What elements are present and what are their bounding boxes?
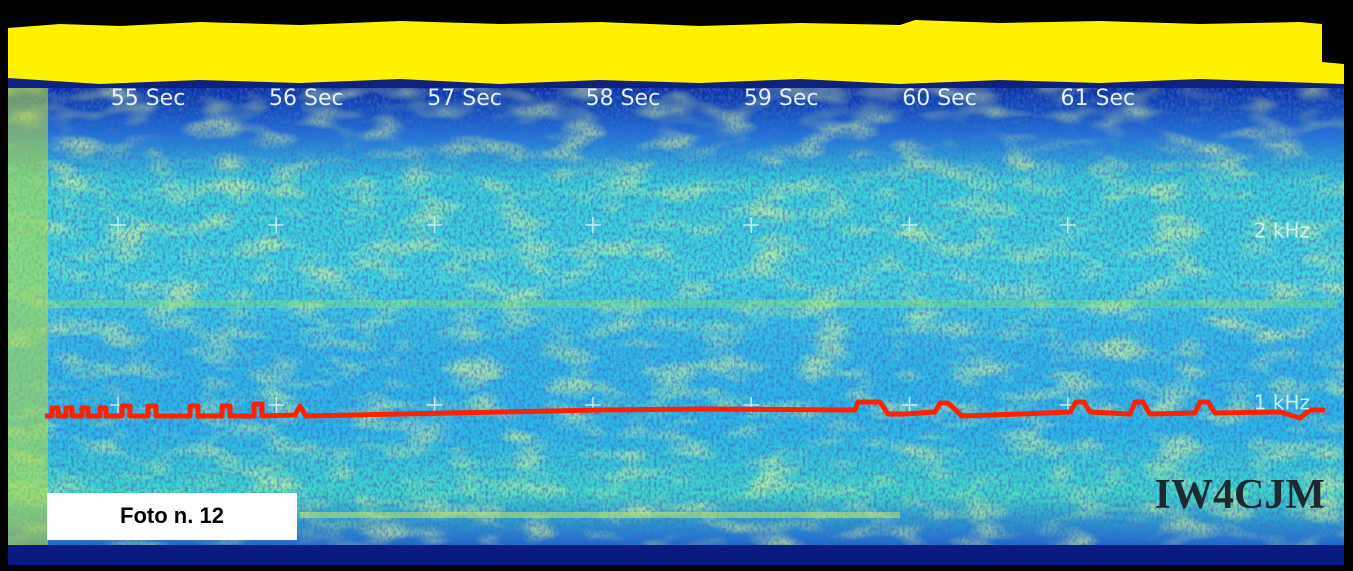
time-label: 57 Sec (427, 86, 502, 111)
frequency-label: 1 kHz (1254, 391, 1310, 415)
hum-line (300, 512, 900, 518)
spectrogram-screenshot: 55 Sec 56 Sec 57 Sec 58 Sec 59 Sec 60 Sec 61 S… (0, 0, 1353, 571)
left-strip (8, 85, 48, 565)
time-label: 61 Sec (1061, 86, 1136, 111)
time-label: 59 Sec (744, 86, 819, 111)
callsign: IW4CJM (1155, 472, 1325, 518)
hum-line (48, 300, 1338, 308)
time-label: 58 Sec (586, 86, 661, 111)
bottom-band (8, 545, 1344, 565)
time-label: 60 Sec (902, 86, 977, 111)
level-band (8, 20, 1344, 85)
time-label: 55 Sec (111, 86, 186, 111)
caption: Foto n. 12 (120, 503, 224, 528)
time-label: 56 Sec (269, 86, 344, 111)
frequency-label: 2 kHz (1254, 219, 1310, 243)
